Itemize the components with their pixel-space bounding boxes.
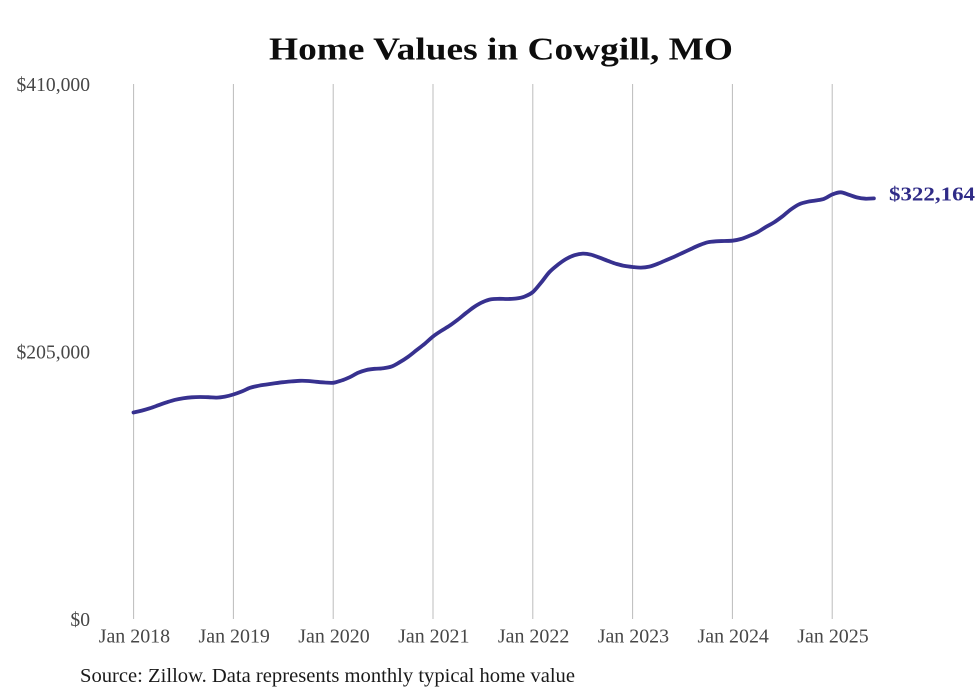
svg-text:Jan 2021: Jan 2021 bbox=[398, 626, 469, 648]
svg-text:Jan 2023: Jan 2023 bbox=[598, 626, 669, 648]
svg-text:$322,164: $322,164 bbox=[889, 183, 975, 205]
svg-text:Jan 2022: Jan 2022 bbox=[498, 626, 569, 648]
svg-text:$410,000: $410,000 bbox=[17, 75, 91, 96]
svg-text:$0: $0 bbox=[70, 610, 90, 631]
svg-text:Jan 2019: Jan 2019 bbox=[199, 626, 270, 648]
svg-text:Jan 2025: Jan 2025 bbox=[797, 626, 868, 648]
svg-text:Jan 2024: Jan 2024 bbox=[698, 626, 769, 648]
svg-text:Home Values in Cowgill, MO: Home Values in Cowgill, MO bbox=[269, 31, 733, 67]
svg-text:Jan 2020: Jan 2020 bbox=[298, 626, 369, 648]
svg-text:Jan 2018: Jan 2018 bbox=[99, 626, 170, 648]
svg-text:$205,000: $205,000 bbox=[17, 343, 91, 364]
svg-text:Source: Zillow. Data represent: Source: Zillow. Data represents monthly … bbox=[80, 665, 575, 687]
